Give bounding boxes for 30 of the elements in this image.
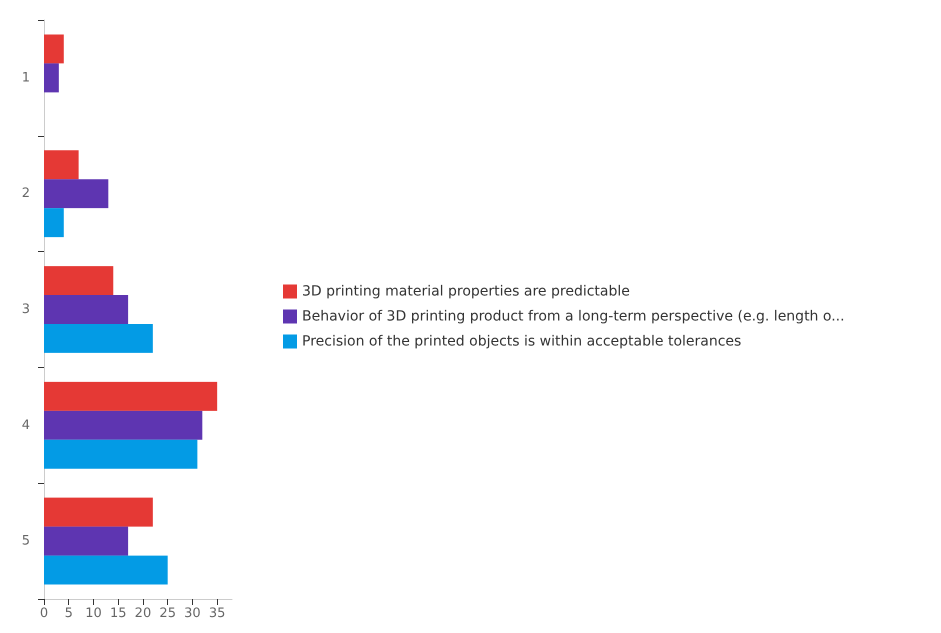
bar	[44, 179, 108, 208]
x-tick-label: 20	[134, 606, 152, 621]
legend-label: Behavior of 3D printing product from a long-term perspective (e.g. length o...	[302, 308, 845, 324]
bar	[44, 382, 218, 411]
bar	[44, 266, 114, 296]
legend-label: 3D printing material properties are predictable	[302, 284, 630, 300]
legend-label: Precision of the printed objects is within acceptable tolerances	[302, 334, 742, 350]
x-tick-label: 15	[110, 606, 126, 621]
x-tick-label: 0	[40, 606, 48, 621]
bar	[44, 498, 153, 527]
y-tick-label: 3	[22, 302, 30, 317]
y-tick-label: 4	[22, 418, 30, 433]
x-tick-label: 5	[64, 606, 73, 621]
bar	[44, 410, 202, 440]
x-tick-label: 35	[208, 606, 226, 621]
bar	[44, 208, 64, 238]
bar	[44, 556, 168, 585]
y-tick-label: 2	[22, 186, 30, 202]
x-tick-label: 25	[159, 606, 176, 621]
bar	[44, 526, 128, 556]
bar	[44, 34, 64, 64]
bar	[44, 440, 198, 469]
bar	[44, 63, 59, 92]
y-tick-label: 5	[22, 534, 30, 549]
y-tick-label: 1	[22, 70, 30, 86]
bar	[44, 150, 79, 180]
bar	[44, 324, 153, 353]
x-tick-label: 10	[85, 606, 102, 621]
bar	[44, 295, 128, 324]
x-tick-label: 30	[184, 606, 201, 621]
